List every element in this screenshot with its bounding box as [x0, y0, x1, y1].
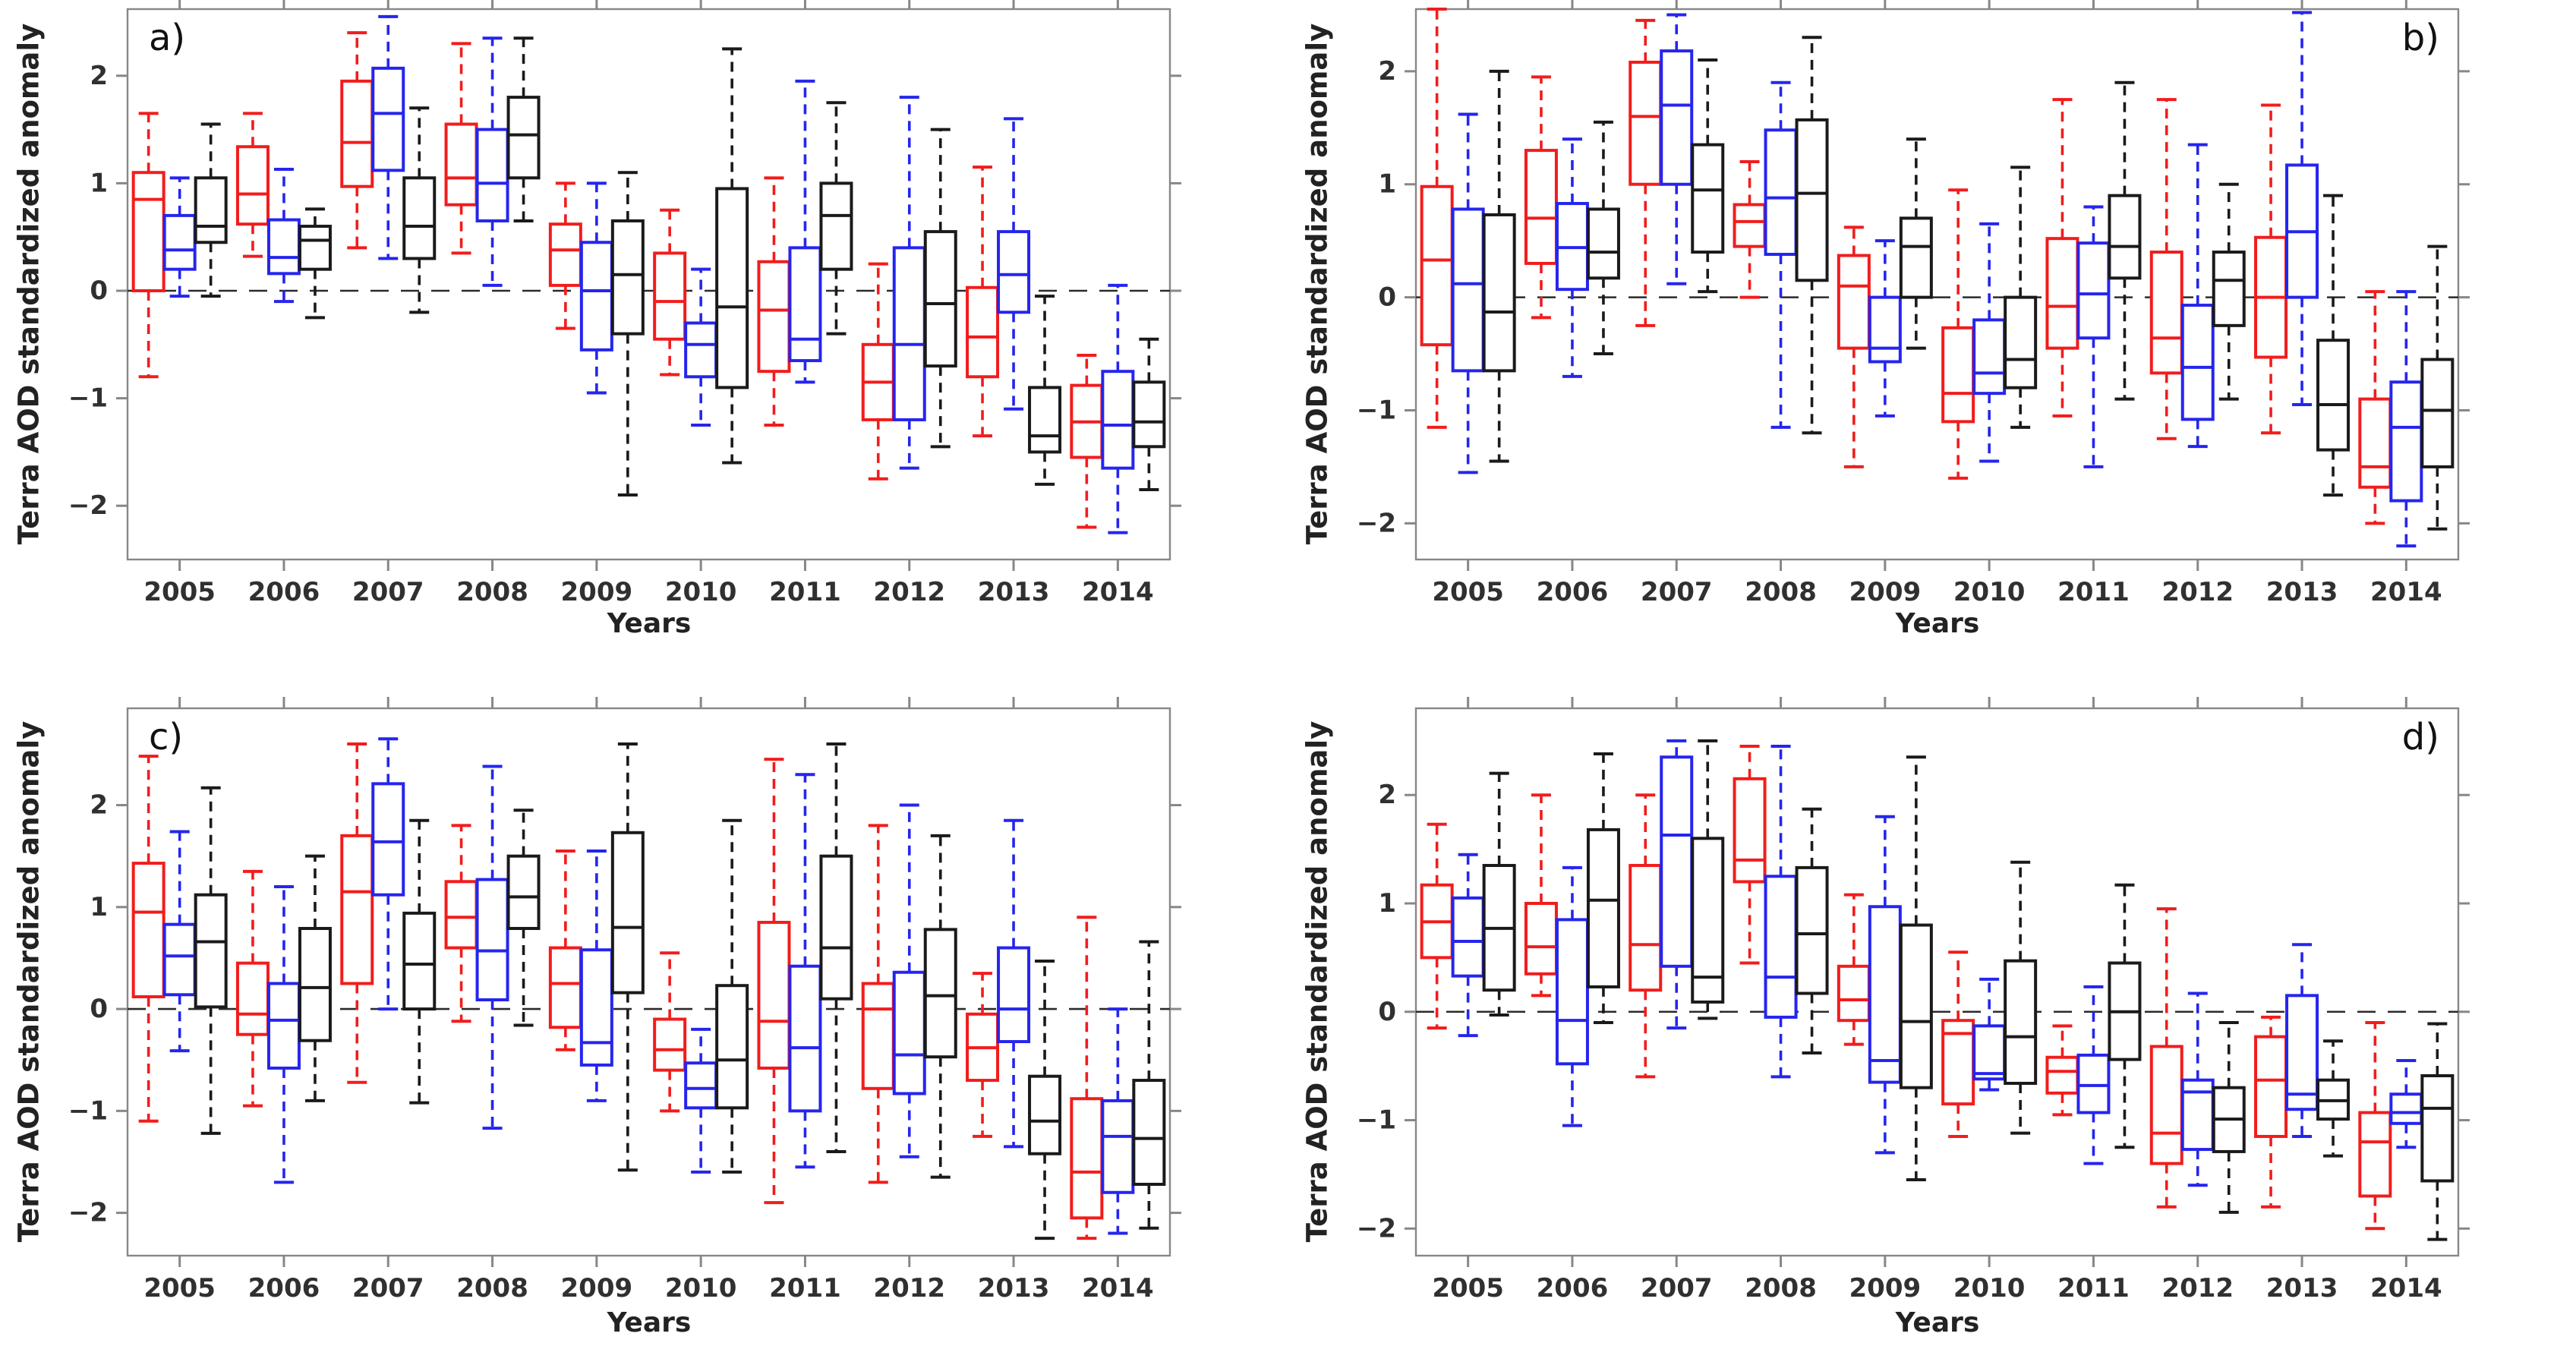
svg-text:2006: 2006: [1537, 577, 1609, 607]
svg-text:−2: −2: [68, 490, 108, 521]
svg-text:2009: 2009: [1849, 577, 1922, 607]
svg-text:2012: 2012: [2161, 1273, 2234, 1303]
svg-text:0: 0: [1378, 282, 1396, 313]
svg-text:2010: 2010: [1953, 577, 2026, 607]
svg-text:2011: 2011: [769, 577, 841, 607]
panel-a-boxplot-chart: −2 −1 0 1 2 2005 2006 2007 2008 2009 2010 2011 2012 2…: [68, 0, 1181, 607]
svg-text:0: 0: [90, 994, 108, 1024]
x-axis-label: Years: [607, 1307, 692, 1338]
y-axis-label: Terra AOD standardized anomaly: [12, 720, 46, 1243]
panel-letter: a): [149, 17, 186, 59]
svg-text:−1: −1: [68, 383, 108, 414]
x-axis-label: Years: [607, 608, 692, 639]
svg-text:2014: 2014: [2370, 1273, 2442, 1303]
svg-text:1: 1: [1378, 888, 1396, 919]
svg-text:2012: 2012: [873, 577, 945, 607]
svg-text:1: 1: [1378, 169, 1396, 200]
y-axis-label: Terra AOD standardized anomaly: [12, 23, 46, 545]
svg-text:2011: 2011: [769, 1273, 841, 1303]
panel-d: −2 −1 0 1 2 2005 2006 2007 2008 2009 2010 2011 2012 2…: [1288, 673, 2576, 1346]
svg-text:2012: 2012: [2161, 577, 2234, 607]
svg-text:2007: 2007: [1641, 1273, 1713, 1303]
panel-d-boxplot-chart: −2 −1 0 1 2 2005 2006 2007 2008 2009 2010 2011 2012 2…: [1357, 697, 2470, 1303]
svg-text:2009: 2009: [561, 577, 633, 607]
boxplot-series-blue: [1451, 11, 2423, 548]
panel-b: −2 −1 0 1 2 2005 2006 2007 2008 2009 2010 2011 2012 2…: [1288, 0, 2576, 673]
svg-text:−1: −1: [68, 1095, 108, 1126]
panel-b-boxplot-chart: −2 −1 0 1 2 2005 2006 2007 2008 2009 2010 2011 2012 2…: [1357, 0, 2470, 607]
x-axis-label: Years: [1895, 1307, 1980, 1338]
svg-text:2009: 2009: [1849, 1273, 1922, 1303]
boxplot-series-black: [1482, 739, 2455, 1241]
svg-text:2014: 2014: [2370, 577, 2442, 607]
panel-c-boxplot-chart: −2 −1 0 1 2 2005 2006 2007 2008 2009 2010 2011 2012 2…: [68, 697, 1181, 1303]
panel-letter: b): [2401, 17, 2439, 59]
svg-text:2008: 2008: [456, 577, 528, 607]
svg-text:2011: 2011: [2057, 1273, 2130, 1303]
svg-text:1: 1: [90, 892, 108, 922]
svg-text:2012: 2012: [873, 1273, 945, 1303]
svg-text:−2: −2: [68, 1198, 108, 1228]
svg-text:2010: 2010: [665, 577, 737, 607]
svg-text:2: 2: [1378, 56, 1396, 87]
boxplot-series-blue: [1451, 739, 2423, 1187]
svg-text:2008: 2008: [1745, 577, 1817, 607]
svg-text:2009: 2009: [561, 1273, 633, 1303]
svg-text:2006: 2006: [248, 1273, 320, 1303]
boxplot-series-black: [194, 36, 1166, 497]
svg-text:−1: −1: [1357, 1105, 1396, 1136]
boxplot-series-red: [131, 742, 1104, 1240]
svg-text:−1: −1: [1357, 395, 1396, 425]
svg-text:2: 2: [1378, 780, 1396, 810]
svg-text:2013: 2013: [2266, 577, 2338, 607]
svg-text:2014: 2014: [1082, 577, 1154, 607]
svg-text:2014: 2014: [1082, 1273, 1154, 1303]
svg-text:2007: 2007: [352, 577, 424, 607]
boxplot-series-black: [1482, 36, 2455, 531]
svg-text:2: 2: [90, 61, 108, 91]
x-axis-label: Years: [1895, 608, 1980, 639]
panel-c: −2 −1 0 1 2 2005 2006 2007 2008 2009 2010 2011 2012 2…: [0, 673, 1288, 1346]
y-axis-label: Terra AOD standardized anomaly: [1301, 720, 1334, 1243]
svg-text:2005: 2005: [1432, 577, 1504, 607]
svg-text:2007: 2007: [352, 1273, 424, 1303]
svg-text:2013: 2013: [2266, 1273, 2338, 1303]
boxplot-series-red: [131, 31, 1104, 529]
svg-text:2: 2: [90, 790, 108, 821]
boxplot-series-red: [1420, 8, 2392, 525]
svg-text:2007: 2007: [1641, 577, 1713, 607]
svg-text:2013: 2013: [978, 577, 1050, 607]
svg-text:−2: −2: [1357, 508, 1396, 538]
svg-text:0: 0: [90, 276, 108, 306]
svg-text:2006: 2006: [248, 577, 320, 607]
boxplot-series-red: [1420, 744, 2392, 1231]
panel-letter: c): [149, 716, 184, 758]
svg-text:2011: 2011: [2057, 577, 2130, 607]
svg-text:2005: 2005: [1432, 1273, 1504, 1303]
svg-text:2005: 2005: [143, 577, 216, 607]
boxplot-series-black: [194, 742, 1166, 1240]
svg-text:0: 0: [1378, 997, 1396, 1027]
svg-text:2010: 2010: [665, 1273, 737, 1303]
svg-text:2010: 2010: [1953, 1273, 2026, 1303]
panel-a: −2 −1 0 1 2 2005 2006 2007 2008 2009 2010 2011 2012 2…: [0, 0, 1288, 673]
svg-text:2013: 2013: [978, 1273, 1050, 1303]
svg-text:2005: 2005: [143, 1273, 216, 1303]
svg-text:1: 1: [90, 168, 108, 198]
boxplot-series-blue: [162, 14, 1135, 534]
panel-letter: d): [2401, 716, 2439, 758]
svg-text:2008: 2008: [456, 1273, 528, 1303]
svg-text:−2: −2: [1357, 1213, 1396, 1244]
svg-text:2006: 2006: [1537, 1273, 1609, 1303]
y-axis-label: Terra AOD standardized anomaly: [1301, 23, 1334, 545]
svg-text:2008: 2008: [1745, 1273, 1817, 1303]
